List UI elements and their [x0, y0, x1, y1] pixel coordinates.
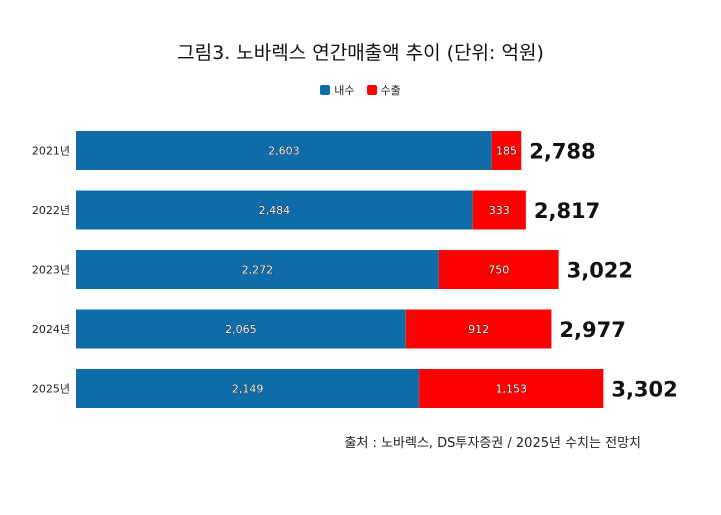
legend-label-export: 수출: [380, 84, 401, 97]
source-note: 출처 : 노바렉스, DS투자증권 / 2025년 수치는 전망치: [344, 436, 642, 451]
bar-export: [472, 190, 526, 230]
total-label: 2,817: [534, 199, 600, 223]
chart-title: 그림3. 노바렉스 연간매출액 추이 (단위: 억원): [177, 42, 544, 64]
total-label: 3,302: [611, 378, 677, 402]
bar-domestic: [76, 250, 439, 289]
data-label-export: 912: [468, 323, 489, 336]
legend-swatch-domestic: [320, 85, 331, 95]
bar-export: [491, 131, 522, 170]
bar-export: [419, 369, 604, 408]
legend-swatch-export: [366, 85, 377, 95]
data-label-domestic: 2,603: [268, 145, 300, 158]
data-label-export: 1,153: [496, 383, 528, 396]
data-label-export: 750: [488, 264, 509, 277]
bar-export: [405, 309, 552, 349]
data-label-export: 185: [496, 145, 517, 158]
category-label: 2025년: [32, 383, 70, 396]
category-label: 2023년: [32, 264, 70, 277]
total-label: 2,977: [559, 318, 625, 342]
legend-label-domestic: 내수: [334, 84, 355, 97]
data-label-domestic: 2,149: [232, 383, 264, 396]
data-label-domestic: 2,065: [225, 323, 257, 336]
data-label-domestic: 2,272: [242, 264, 274, 277]
legend-item-domestic: 내수: [320, 82, 355, 98]
category-label: 2022년: [32, 204, 70, 217]
bar-export: [438, 250, 559, 289]
legend: 내수 수출: [0, 82, 721, 98]
total-label: 3,022: [567, 259, 633, 283]
legend-item-export: 수출: [366, 82, 401, 98]
data-label-domestic: 2,484: [259, 204, 291, 217]
bar-domestic: [76, 369, 420, 408]
category-label: 2024년: [32, 323, 70, 336]
bar-domestic: [76, 309, 406, 349]
bar-domestic: [76, 131, 492, 170]
category-label: 2021년: [32, 145, 70, 158]
data-label-export: 333: [489, 204, 510, 217]
total-label: 2,788: [529, 140, 595, 164]
bar-domestic: [76, 190, 473, 230]
